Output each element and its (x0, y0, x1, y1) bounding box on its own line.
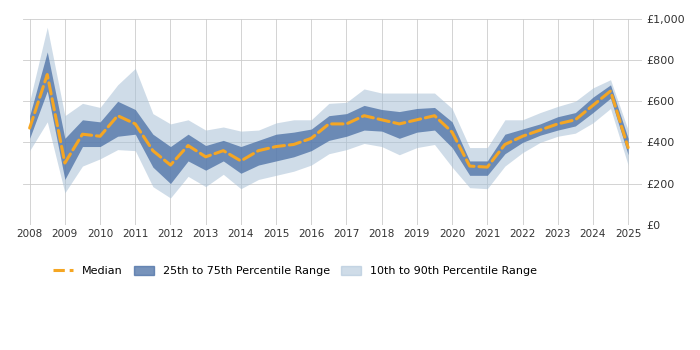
Median (466, 164, 474, 168)
Median (536, 128, 545, 132)
Median (290, 142, 298, 147)
Median (413, 118, 421, 122)
Line: Median: Median (29, 75, 628, 167)
Median (307, 136, 316, 140)
Median (96, 134, 104, 138)
Median (554, 122, 562, 126)
Median (430, 114, 439, 118)
Median (219, 148, 228, 153)
Median (61, 161, 69, 165)
Median (360, 114, 368, 118)
Median (78, 132, 87, 136)
Median (167, 163, 175, 167)
Median (113, 114, 122, 118)
Median (131, 122, 139, 126)
Median (237, 159, 245, 163)
Median (377, 118, 386, 122)
Median (448, 130, 456, 134)
Median (325, 122, 333, 126)
Median (483, 165, 491, 169)
Median (500, 142, 509, 147)
Legend: Median, 25th to 75th Percentile Range, 10th to 90th Percentile Range: Median, 25th to 75th Percentile Range, 1… (49, 261, 542, 281)
Median (254, 148, 262, 153)
Median (202, 155, 210, 159)
Median (571, 118, 580, 122)
Median (606, 89, 615, 93)
Median (395, 122, 403, 126)
Median (25, 126, 34, 130)
Median (518, 134, 526, 138)
Median (272, 145, 280, 149)
Median (148, 148, 157, 153)
Median (624, 146, 632, 150)
Median (184, 144, 192, 148)
Median (589, 103, 597, 107)
Median (43, 72, 52, 77)
Median (342, 122, 351, 126)
